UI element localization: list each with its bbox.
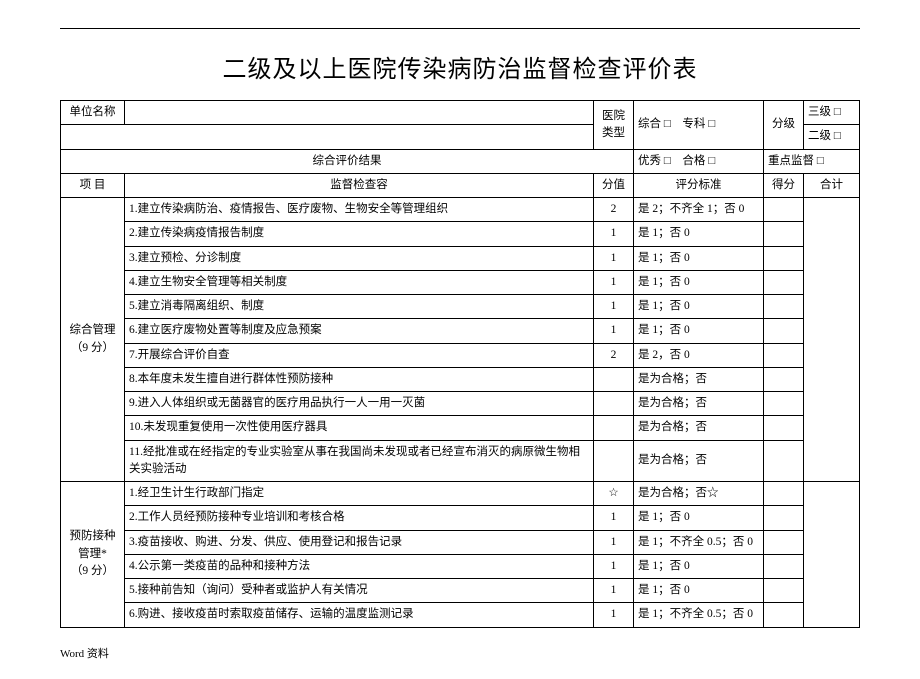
score-cell — [764, 295, 804, 319]
score-cell — [764, 603, 804, 627]
grade-label: 分级 — [764, 101, 804, 150]
check-value — [594, 392, 634, 416]
check-value: 1 — [594, 603, 634, 627]
result-label: 综合评价结果 — [61, 149, 634, 173]
check-content: 3.建立预检、分诊制度 — [125, 246, 594, 270]
check-value: 1 — [594, 246, 634, 270]
score-cell — [764, 482, 804, 506]
check-value: 1 — [594, 579, 634, 603]
check-value: 1 — [594, 554, 634, 578]
top-rule — [60, 28, 860, 29]
check-value: 2 — [594, 343, 634, 367]
check-standard: 是 1；否 0 — [634, 554, 764, 578]
evaluation-table: 单位名称 医院类型综合 □ 专科 □分级三级 □二级 □ 综合评价结果优秀 □ 合格… — [60, 100, 860, 628]
check-content: 1.建立传染病防治、疫情报告、医疗废物、生物安全等管理组织 — [125, 198, 594, 222]
check-standard: 是 1；否 0 — [634, 295, 764, 319]
col-total: 合计 — [804, 173, 860, 197]
result-focus: 重点监督 □ — [764, 149, 860, 173]
check-standard: 是 2；不齐全 1；否 0 — [634, 198, 764, 222]
score-cell — [764, 319, 804, 343]
check-content: 5.建立消毒隔离组织、制度 — [125, 295, 594, 319]
check-value: 1 — [594, 295, 634, 319]
check-value — [594, 440, 634, 482]
check-content: 4.建立生物安全管理等相关制度 — [125, 270, 594, 294]
section-name: 综合管理（9 分） — [61, 198, 125, 482]
unit-label: 单位名称 — [61, 101, 125, 125]
check-value: 1 — [594, 530, 634, 554]
check-standard: 是 1；不齐全 0.5；否 0 — [634, 530, 764, 554]
check-standard: 是 2，否 0 — [634, 343, 764, 367]
score-cell — [764, 530, 804, 554]
footer-text: Word 资料 — [60, 645, 109, 661]
check-standard: 是 1；否 0 — [634, 246, 764, 270]
check-content: 6.建立医疗废物处置等制度及应急预案 — [125, 319, 594, 343]
score-cell — [764, 270, 804, 294]
unit-value — [125, 101, 594, 125]
check-standard: 是 1；不齐全 0.5；否 0 — [634, 603, 764, 627]
check-content: 11.经批准或在经指定的专业实验室从事在我国尚未发现或者已经宣布消灭的病原微生物… — [125, 440, 594, 482]
check-standard: 是 1；否 0 — [634, 319, 764, 343]
result-options: 优秀 □ 合格 □ — [634, 149, 764, 173]
check-content: 7.开展综合评价自查 — [125, 343, 594, 367]
check-content: 6.购进、接收疫苗时索取疫苗储存、运输的温度监测记录 — [125, 603, 594, 627]
score-cell — [764, 198, 804, 222]
grade-level-3: 三级 □ — [804, 101, 860, 125]
score-cell — [764, 416, 804, 440]
col-score: 得分 — [764, 173, 804, 197]
check-content: 4.公示第一类疫苗的品种和接种方法 — [125, 554, 594, 578]
score-cell — [764, 506, 804, 530]
check-content: 5.接种前告知（询问）受种者或监护人有关情况 — [125, 579, 594, 603]
col-standard: 评分标准 — [634, 173, 764, 197]
score-cell — [764, 343, 804, 367]
check-content: 1.经卫生计生行政部门指定 — [125, 482, 594, 506]
check-standard: 是 1；否 0 — [634, 270, 764, 294]
col-content: 监督检查容 — [125, 173, 594, 197]
col-project: 项 目 — [61, 173, 125, 197]
score-cell — [764, 392, 804, 416]
check-value — [594, 367, 634, 391]
check-value: 1 — [594, 222, 634, 246]
score-cell — [764, 579, 804, 603]
section-name: 预防接种管理*（9 分） — [61, 482, 125, 628]
check-content: 2.工作人员经预防接种专业培训和考核合格 — [125, 506, 594, 530]
hospital-type-label: 医院类型 — [594, 101, 634, 150]
total-cell — [804, 482, 860, 628]
check-standard: 是 1；否 0 — [634, 506, 764, 530]
total-cell — [804, 198, 860, 482]
check-standard: 是为合格；否 — [634, 392, 764, 416]
check-content: 8.本年度未发生擅自进行群体性预防接种 — [125, 367, 594, 391]
check-standard: 是 1；否 0 — [634, 579, 764, 603]
check-standard: 是 1；否 0 — [634, 222, 764, 246]
score-cell — [764, 246, 804, 270]
check-value — [594, 416, 634, 440]
check-content: 9.进入人体组织或无菌器官的医疗用品执行一人一用一灭菌 — [125, 392, 594, 416]
score-cell — [764, 554, 804, 578]
grade-level-2: 二级 □ — [804, 125, 860, 149]
check-content: 2.建立传染病疫情报告制度 — [125, 222, 594, 246]
hospital-type-options: 综合 □ 专科 □ — [634, 101, 764, 150]
score-cell — [764, 440, 804, 482]
page-title: 二级及以上医院传染病防治监督检查评价表 — [60, 49, 860, 84]
check-standard: 是为合格；否☆ — [634, 482, 764, 506]
check-standard: 是为合格；否 — [634, 416, 764, 440]
col-value: 分值 — [594, 173, 634, 197]
check-value: ☆ — [594, 482, 634, 506]
check-standard: 是为合格；否 — [634, 367, 764, 391]
check-value: 1 — [594, 506, 634, 530]
check-standard: 是为合格；否 — [634, 440, 764, 482]
check-value: 1 — [594, 270, 634, 294]
score-cell — [764, 222, 804, 246]
check-content: 10.未发现重复使用一次性使用医疗器具 — [125, 416, 594, 440]
check-value: 1 — [594, 319, 634, 343]
check-content: 3.疫苗接收、购进、分发、供应、使用登记和报告记录 — [125, 530, 594, 554]
score-cell — [764, 367, 804, 391]
check-value: 2 — [594, 198, 634, 222]
